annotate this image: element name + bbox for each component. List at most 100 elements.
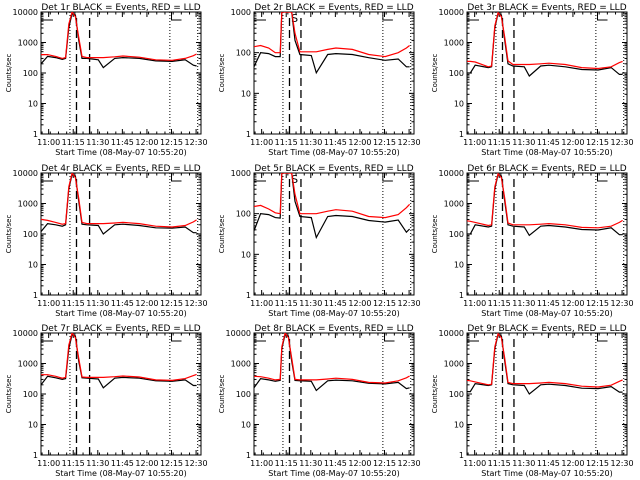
x-tick-label: 11:30 xyxy=(86,299,109,308)
x-tick-label: 11:15 xyxy=(62,138,85,147)
y-tick-label: 1000 xyxy=(18,360,38,369)
end-bracket-marker xyxy=(597,12,608,21)
x-tick-label: 11:45 xyxy=(111,459,134,468)
panel-det-6: Det 6r BLACK = Events, RED = LLD 1 10 100 10… xyxy=(431,164,634,318)
y-tick-label: 100 xyxy=(236,49,251,58)
x-tick-label: 12:15 xyxy=(160,138,183,147)
y-tick-label: 1000 xyxy=(18,39,38,48)
series-events-line xyxy=(467,173,623,237)
x-tick-label: 11:15 xyxy=(275,138,298,147)
y-tick-label: 10000 xyxy=(439,8,464,17)
y-tick-label: 1 xyxy=(246,291,251,300)
x-tick-label: 12:00 xyxy=(561,299,584,308)
panel-det-7: Det 7r BLACK = Events, RED = LLD 1 10 100 10… xyxy=(5,324,208,478)
y-tick-label: 10000 xyxy=(13,8,38,17)
y-axis-label: Counts/sec xyxy=(218,215,226,254)
x-tick-label: 12:30 xyxy=(185,138,208,147)
end-bracket-marker xyxy=(597,333,608,342)
x-tick-label: 11:00 xyxy=(463,459,486,468)
x-tick-label: 12:00 xyxy=(135,138,158,147)
x-tick-label: 11:15 xyxy=(488,299,511,308)
series-events-line xyxy=(467,12,623,77)
x-axis-label: Start Time (08-May-07 10:55:20) xyxy=(55,148,186,157)
x-tick-label: 12:30 xyxy=(185,299,208,308)
y-tick-label: 1 xyxy=(33,130,38,139)
x-tick-label: 12:15 xyxy=(586,138,609,147)
x-axis-label: Start Time (08-May-07 10:55:20) xyxy=(268,469,399,478)
y-tick-label: 10 xyxy=(28,421,38,430)
start-label: S xyxy=(291,173,298,186)
x-tick-label: 11:15 xyxy=(275,299,298,308)
end-bracket-marker xyxy=(597,173,608,182)
y-axis-label: Counts/sec xyxy=(431,215,439,254)
panel-det-1: Det 1r BLACK = Events, RED = LLD 1 10 100 10… xyxy=(5,3,208,157)
x-tick-label: 12:30 xyxy=(185,459,208,468)
series-events-line xyxy=(254,12,410,75)
x-tick-label: 12:15 xyxy=(586,299,609,308)
x-tick-label: 11:15 xyxy=(62,459,85,468)
panel-title: Det 6r BLACK = Events, RED = LLD xyxy=(467,164,626,174)
x-tick-label: 11:45 xyxy=(324,138,347,147)
x-axis-label: Start Time (08-May-07 10:55:20) xyxy=(55,309,186,318)
panel-title: Det 9r BLACK = Events, RED = LLD xyxy=(467,324,626,334)
y-axis-label: Counts/sec xyxy=(5,54,13,93)
x-tick-label: 11:30 xyxy=(299,299,322,308)
series-events-line xyxy=(254,333,410,392)
y-axis-label: Counts/sec xyxy=(218,54,226,93)
x-tick-label: 11:30 xyxy=(86,138,109,147)
x-tick-label: 12:30 xyxy=(611,138,634,147)
y-tick-label: 1000 xyxy=(444,360,464,369)
x-tick-label: 11:30 xyxy=(299,138,322,147)
y-tick-label: 1 xyxy=(33,451,38,460)
y-tick-label: 100 xyxy=(449,390,464,399)
y-tick-label: 10 xyxy=(454,100,464,109)
panel-title: Det 1r BLACK = Events, RED = LLD xyxy=(41,3,200,13)
panel-title: Det 3r BLACK = Events, RED = LLD xyxy=(467,3,626,13)
y-tick-label: 100 xyxy=(23,230,38,239)
x-tick-label: 11:00 xyxy=(37,459,60,468)
y-tick-label: 1000 xyxy=(444,200,464,209)
x-tick-label: 12:00 xyxy=(561,459,584,468)
series-lld-line xyxy=(41,12,197,61)
y-tick-label: 10000 xyxy=(439,329,464,338)
panel-det-5: Det 5r BLACK = Events, RED = LLD 1 10 100 10… xyxy=(218,164,421,318)
panel-det-3: Det 3r BLACK = Events, RED = LLD 1 10 100 10… xyxy=(431,3,634,157)
end-bracket-marker xyxy=(171,12,182,21)
y-tick-label: 100 xyxy=(236,390,251,399)
y-tick-label: 1000 xyxy=(444,39,464,48)
y-tick-label: 1000 xyxy=(231,8,251,17)
axes-frame xyxy=(253,11,415,135)
x-tick-label: 12:00 xyxy=(561,138,584,147)
series-events-line xyxy=(41,173,197,235)
panel-det-8: Det 8r BLACK = Events, RED = LLD 1 10 100 10… xyxy=(218,324,421,478)
x-tick-label: 11:00 xyxy=(37,138,60,147)
y-tick-label: 1000 xyxy=(18,200,38,209)
x-tick-label: 11:45 xyxy=(111,299,134,308)
y-tick-label: 1 xyxy=(459,130,464,139)
y-axis-label: Counts/sec xyxy=(5,215,13,254)
axes-frame xyxy=(253,172,415,296)
end-bracket-marker xyxy=(384,333,395,342)
series-lld-line xyxy=(467,173,623,229)
x-tick-label: 12:00 xyxy=(348,138,371,147)
series-lld-line xyxy=(467,333,623,388)
series-lld-line xyxy=(254,333,410,384)
series-events-line xyxy=(41,333,197,389)
y-tick-label: 1000 xyxy=(231,360,251,369)
y-tick-label: 10 xyxy=(454,261,464,270)
x-tick-label: 12:15 xyxy=(373,299,396,308)
start-label: S xyxy=(291,12,298,25)
x-tick-label: 11:45 xyxy=(111,138,134,147)
x-tick-label: 11:00 xyxy=(250,459,273,468)
x-tick-label: 11:45 xyxy=(324,299,347,308)
x-tick-label: 11:30 xyxy=(512,459,535,468)
panel-det-4: Det 4r BLACK = Events, RED = LLD 1 10 100 10… xyxy=(5,164,208,318)
y-axis-label: Counts/sec xyxy=(218,375,226,414)
end-bracket-marker xyxy=(171,333,182,342)
series-lld-line xyxy=(467,12,623,70)
y-tick-label: 1 xyxy=(33,291,38,300)
x-axis-label: Start Time (08-May-07 10:55:20) xyxy=(268,148,399,157)
x-tick-label: 12:15 xyxy=(373,459,396,468)
series-lld-line xyxy=(41,173,197,228)
